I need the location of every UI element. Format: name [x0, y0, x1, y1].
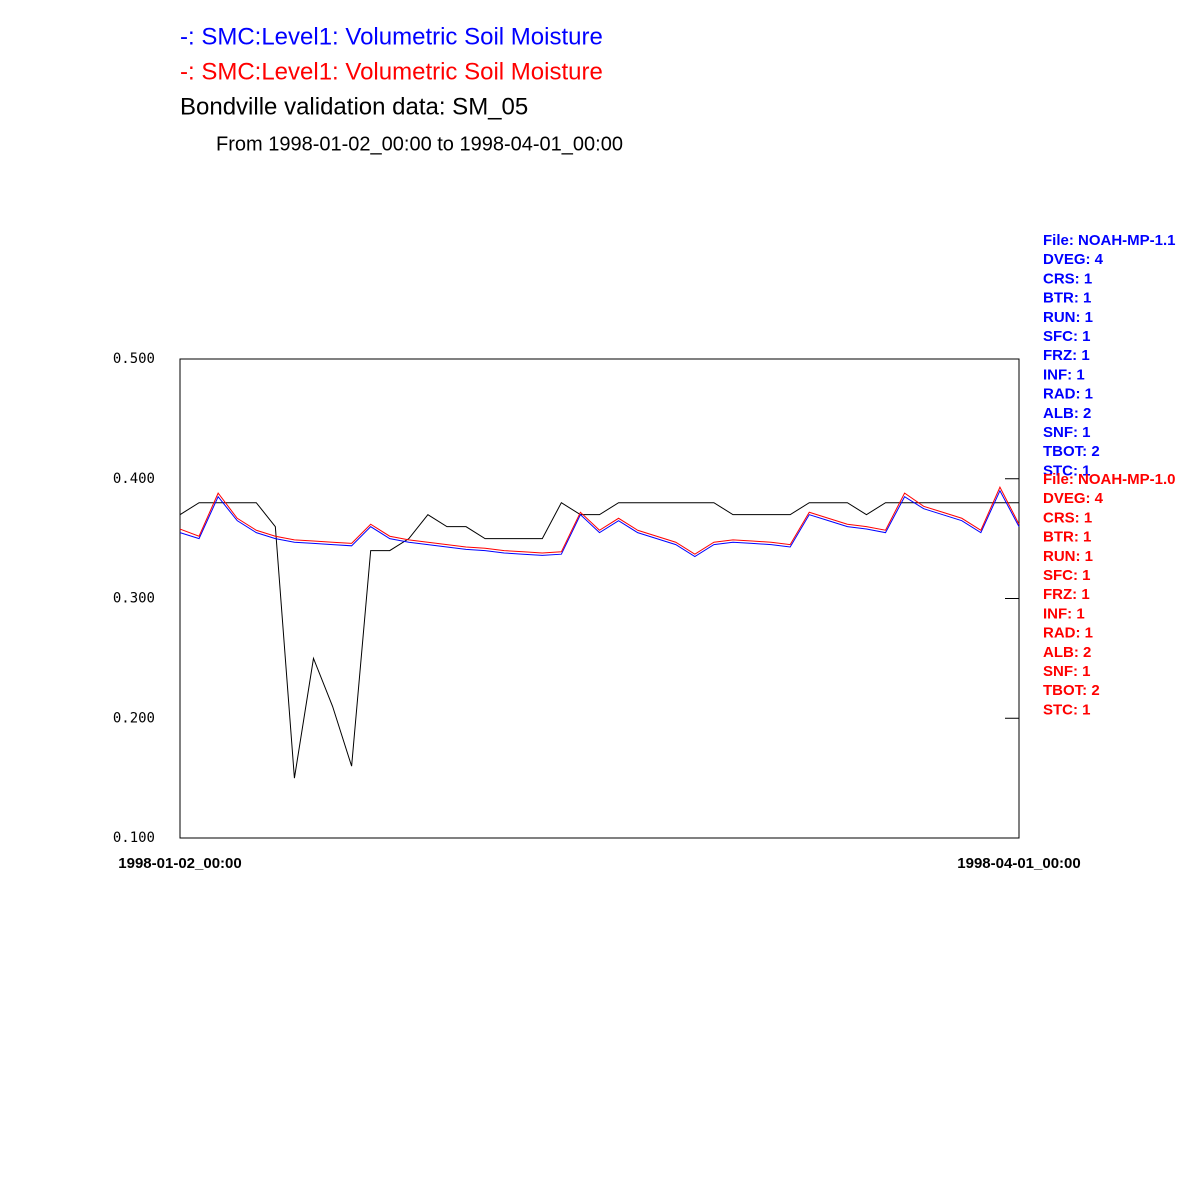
series-info: SFC: 1	[1043, 567, 1091, 584]
series-info: ALB: 2	[1043, 644, 1091, 661]
series-line	[179, 489, 1020, 558]
x-tick-label: 1998-01-02_00:00	[118, 855, 241, 872]
chart-subtitle: From 1998-01-02_00:00 to 1998-04-01_00:0…	[216, 133, 623, 155]
series-info: RAD: 1	[1043, 625, 1093, 642]
series-info: SNF: 1	[1043, 424, 1091, 441]
x-tick-label: 1998-04-01_00:00	[957, 855, 1080, 872]
series-info: BTR: 1	[1043, 529, 1091, 546]
y-tick-label: 0.100	[113, 830, 155, 846]
series-info: FRZ: 1	[1043, 347, 1090, 364]
series-info: TBOT: 2	[1043, 682, 1100, 699]
series-info: RUN: 1	[1043, 548, 1093, 565]
series-info: File: NOAH-MP-1.0	[1043, 471, 1176, 488]
y-tick-label: 0.500	[113, 351, 155, 367]
series-info: TBOT: 2	[1043, 443, 1100, 460]
series-info: CRS: 1	[1043, 270, 1092, 287]
series-info: INF: 1	[1043, 605, 1085, 622]
chart-title: Bondville validation data: SM_05	[180, 93, 528, 120]
series-line	[179, 485, 1020, 555]
series-line	[179, 501, 1019, 779]
legend-entry: -: SMC:Level1: Volumetric Soil Moisture	[180, 58, 603, 85]
series-info: DVEG: 4	[1043, 490, 1104, 507]
series-info: INF: 1	[1043, 366, 1085, 383]
series-info: STC: 1	[1043, 701, 1091, 718]
legend-entry: -: SMC:Level1: Volumetric Soil Moisture	[180, 23, 603, 50]
series-info: BTR: 1	[1043, 290, 1091, 307]
series-info: CRS: 1	[1043, 509, 1092, 526]
series-info: RAD: 1	[1043, 386, 1093, 403]
series-info: SNF: 1	[1043, 663, 1091, 680]
y-tick-label: 0.400	[113, 471, 155, 487]
series-info: FRZ: 1	[1043, 586, 1090, 603]
series-info: STC: 1	[1043, 462, 1091, 479]
series-info: SFC: 1	[1043, 328, 1091, 345]
series-info: File: NOAH-MP-1.1	[1043, 232, 1176, 249]
y-tick-label: 0.300	[113, 591, 155, 607]
y-tick-label: 0.200	[113, 710, 155, 726]
series-info: ALB: 2	[1043, 405, 1091, 422]
series-info: RUN: 1	[1043, 309, 1093, 326]
plot-frame	[179, 358, 1020, 839]
series-info: DVEG: 4	[1043, 251, 1104, 268]
